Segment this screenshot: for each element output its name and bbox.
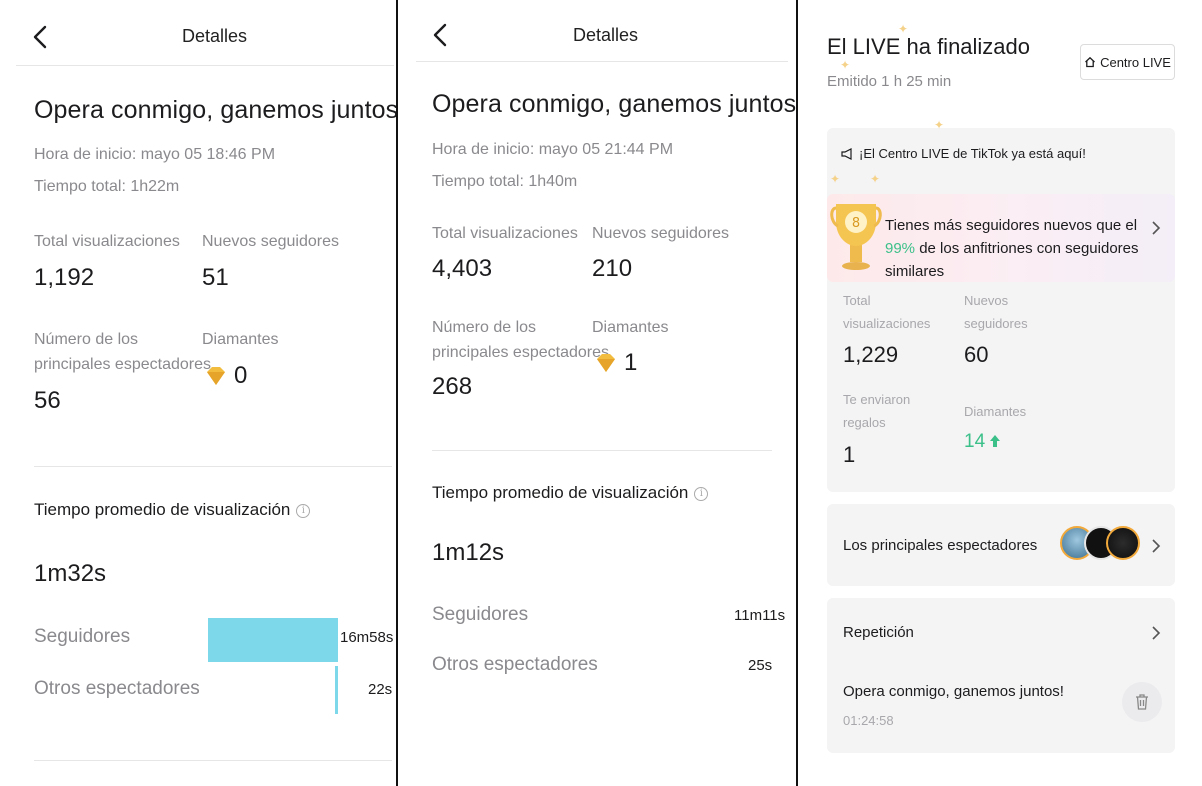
chevron-right-icon[interactable] bbox=[1150, 220, 1162, 236]
svg-text:8: 8 bbox=[852, 216, 860, 231]
followers-bar-label: Seguidores bbox=[432, 604, 529, 625]
start-time: Hora de inicio: mayo 05 18:46 PM bbox=[34, 146, 276, 163]
others-bar-time: 22s bbox=[368, 681, 393, 698]
chevron-right-icon[interactable] bbox=[1150, 625, 1162, 641]
new-followers-label: Nuevos seguidores bbox=[964, 293, 1028, 331]
announcement-row[interactable]: ¡El Centro LIVE de TikTok ya está aquí! bbox=[840, 146, 1086, 161]
total-views-value: 4,403 bbox=[432, 255, 493, 282]
others-bar bbox=[335, 666, 338, 714]
home-icon bbox=[1084, 56, 1096, 68]
avg-watch-title: Tiempo promedio de visualización i bbox=[432, 483, 709, 503]
promo-text: Tienes más seguidores nuevos que el 99% … bbox=[885, 217, 1139, 280]
gifts-label: Te enviaron regalos bbox=[843, 392, 911, 430]
start-time: Hora de inicio: mayo 05 21:44 PM bbox=[432, 141, 674, 158]
diamond-icon bbox=[204, 365, 228, 385]
others-bar-label: Otros espectadores bbox=[432, 654, 598, 675]
diamond-icon bbox=[594, 352, 618, 372]
trash-icon bbox=[1134, 693, 1150, 711]
diamonds-value-row: 1 bbox=[594, 349, 637, 377]
trophy-icon: 8 bbox=[830, 196, 882, 272]
broadcast-duration: Emitido 1 h 25 min bbox=[827, 73, 952, 90]
gifts-value: 1 bbox=[843, 442, 856, 467]
top-viewers-label: Los principales espectadores bbox=[843, 537, 1038, 554]
new-followers-value: 51 bbox=[202, 264, 229, 291]
total-views-value: 1,192 bbox=[34, 264, 95, 291]
section-divider bbox=[34, 466, 392, 467]
others-bar-label: Otros espectadores bbox=[34, 678, 200, 699]
live-ended-title: El LIVE ha finalizado bbox=[827, 34, 1031, 59]
top-viewers-label: Número de los principales espectadores bbox=[34, 331, 211, 373]
header-divider bbox=[416, 61, 788, 62]
section-divider bbox=[432, 450, 772, 451]
sparkle-icon: ✦ bbox=[870, 172, 881, 186]
total-time: Tiempo total: 1h22m bbox=[34, 178, 180, 195]
replay-title[interactable]: Repetición bbox=[843, 624, 914, 641]
top-viewers-value: 56 bbox=[34, 387, 61, 414]
top-viewers-value: 268 bbox=[432, 373, 473, 400]
new-followers-value: 210 bbox=[592, 255, 633, 282]
delete-replay-button[interactable] bbox=[1122, 682, 1162, 722]
details-panel-1: Detalles Opera conmigo, ganemos juntos! … bbox=[0, 0, 398, 786]
top-viewers-label: Número de los principales espectadores bbox=[432, 319, 609, 361]
diamonds-value-row: 0 bbox=[204, 362, 247, 390]
header-title: Detalles bbox=[182, 26, 248, 46]
others-bar-time: 25s bbox=[748, 657, 773, 674]
summary-card bbox=[827, 128, 1175, 492]
sparkle-icon: ✦ bbox=[830, 172, 841, 186]
replay-duration: 01:24:58 bbox=[843, 713, 894, 728]
diamonds-label: Diamantes bbox=[964, 404, 1027, 419]
replay-card bbox=[827, 598, 1175, 753]
avg-watch-value: 1m32s bbox=[34, 560, 107, 587]
centro-live-button[interactable]: Centro LIVE bbox=[1080, 44, 1175, 80]
header-title: Detalles bbox=[573, 25, 639, 45]
new-followers-label: Nuevos seguidores bbox=[592, 225, 729, 242]
sparkle-icon: ✦ bbox=[840, 58, 851, 72]
live-ended-panel: El LIVE ha finalizado Emitido 1 h 25 min… bbox=[800, 0, 1202, 786]
total-views-label: Total visualizaciones bbox=[843, 293, 931, 331]
replay-video-title[interactable]: Opera conmigo, ganemos juntos! bbox=[843, 683, 1064, 700]
followers-bar-label: Seguidores bbox=[34, 626, 131, 647]
total-views-value: 1,229 bbox=[843, 342, 899, 367]
chevron-right-icon[interactable] bbox=[1150, 538, 1162, 554]
avg-watch-title: Tiempo promedio de visualización i bbox=[34, 500, 311, 520]
live-title: Opera conmigo, ganemos juntos! bbox=[34, 96, 398, 124]
total-views-label: Total visualizaciones bbox=[34, 233, 180, 250]
chevron-left-icon[interactable] bbox=[430, 22, 452, 48]
arrow-up-icon bbox=[990, 431, 1001, 447]
followers-bar-time: 11m11s bbox=[734, 607, 786, 624]
diamonds-label: Diamantes bbox=[202, 331, 279, 348]
total-views-label: Total visualizaciones bbox=[432, 225, 578, 242]
followers-promo-banner[interactable] bbox=[827, 194, 1175, 282]
info-icon[interactable]: i bbox=[694, 487, 709, 501]
live-title: Opera conmigo, ganemos juntos! bbox=[432, 90, 798, 118]
megaphone-icon bbox=[840, 147, 854, 161]
chevron-left-icon[interactable] bbox=[30, 24, 52, 50]
avatar bbox=[1106, 526, 1140, 560]
diamonds-label: Diamantes bbox=[592, 319, 669, 336]
diamonds-value-row: 14 bbox=[964, 431, 1001, 453]
followers-bar bbox=[208, 618, 338, 662]
info-icon[interactable]: i bbox=[296, 504, 311, 518]
followers-bar-time: 16m58s bbox=[340, 629, 394, 646]
total-time: Tiempo total: 1h40m bbox=[432, 173, 578, 190]
new-followers-value: 60 bbox=[964, 342, 989, 367]
avg-watch-value: 1m12s bbox=[432, 539, 505, 566]
sparkle-icon: ✦ bbox=[934, 118, 945, 132]
sparkle-icon: ✦ bbox=[898, 22, 909, 36]
new-followers-label: Nuevos seguidores bbox=[202, 233, 339, 250]
header-divider bbox=[16, 65, 394, 66]
details-panel-2: Detalles Opera conmigo, ganemos juntos! … bbox=[400, 0, 798, 786]
bottom-divider bbox=[34, 760, 392, 761]
